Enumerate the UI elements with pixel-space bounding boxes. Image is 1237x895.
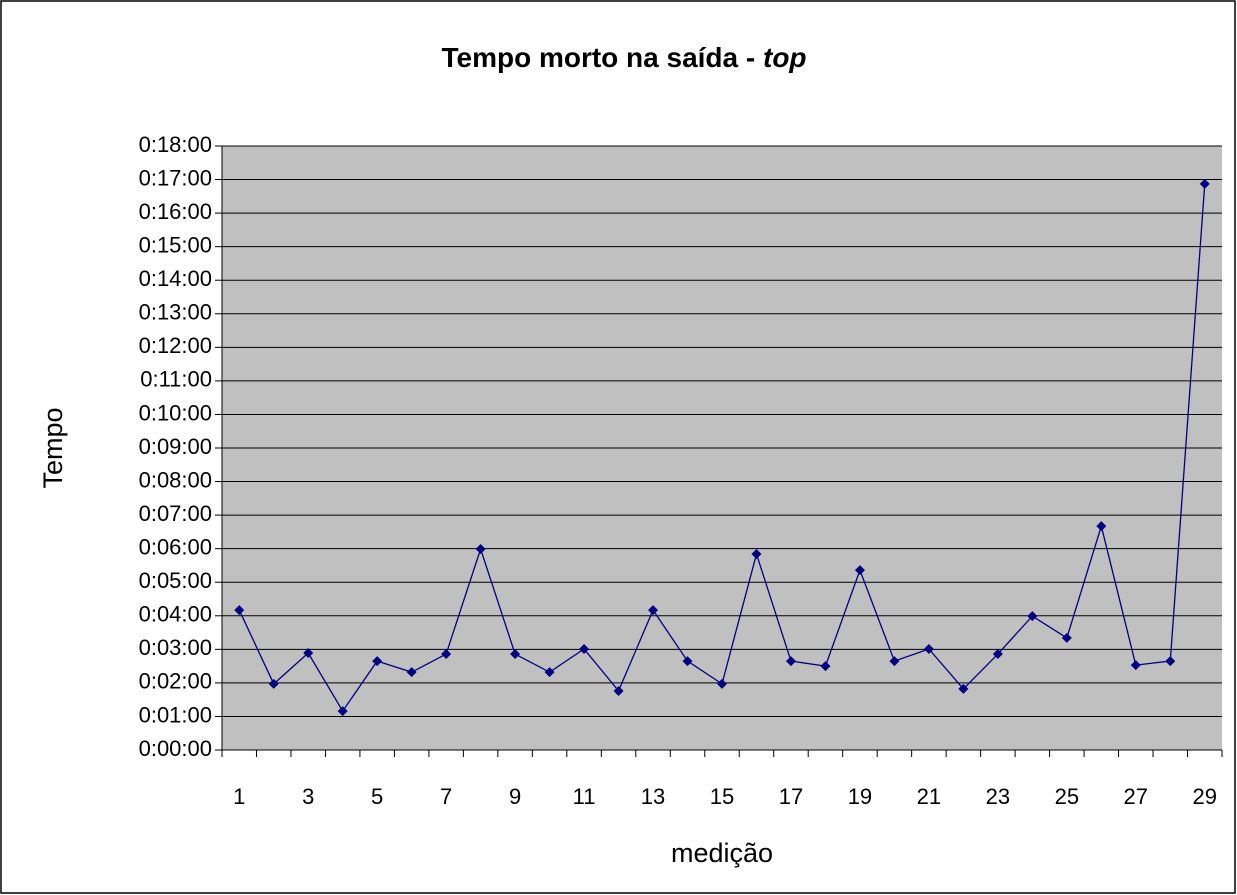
y-tick-label: 0:05:00 xyxy=(139,568,212,593)
data-point xyxy=(992,649,1003,660)
x-tick-label: 29 xyxy=(1193,784,1217,809)
data-point xyxy=(579,643,590,654)
data-point xyxy=(1096,521,1107,532)
data-point xyxy=(958,683,969,694)
y-tick-label: 0:14:00 xyxy=(139,266,212,291)
data-point xyxy=(854,565,865,576)
y-tick-label: 0:12:00 xyxy=(139,333,212,358)
y-axis-label: Tempo xyxy=(38,407,68,488)
y-tick-label: 0:15:00 xyxy=(139,232,212,257)
data-point xyxy=(751,549,762,560)
y-tick-label: 0:00:00 xyxy=(139,736,212,761)
data-point xyxy=(1027,611,1038,622)
x-tick-label: 5 xyxy=(371,784,383,809)
x-tick-label: 7 xyxy=(440,784,452,809)
data-point xyxy=(303,648,314,659)
x-axis-label: medição xyxy=(671,838,773,868)
x-tick-label: 23 xyxy=(986,784,1010,809)
data-point xyxy=(372,656,383,667)
data-point xyxy=(820,661,831,672)
chart-title: Tempo morto na saída - top xyxy=(441,42,806,73)
y-tick-label: 0:07:00 xyxy=(139,501,212,526)
data-point xyxy=(1130,660,1141,671)
data-point xyxy=(682,656,693,667)
x-tick-label: 21 xyxy=(917,784,941,809)
data-point xyxy=(889,656,900,667)
x-tick-label: 3 xyxy=(302,784,314,809)
data-point xyxy=(1199,178,1210,189)
data-point xyxy=(717,678,727,689)
y-tick-label: 0:04:00 xyxy=(139,602,212,627)
x-tick-label: 13 xyxy=(641,784,665,809)
data-point xyxy=(475,544,486,555)
y-tick-label: 0:11:00 xyxy=(140,367,212,392)
y-tick-label: 0:01:00 xyxy=(139,702,212,727)
y-tick-label: 0:17:00 xyxy=(139,165,212,190)
data-point xyxy=(613,685,624,696)
data-point xyxy=(1061,632,1072,643)
data-point xyxy=(785,656,796,667)
x-tick-label: 9 xyxy=(509,784,521,809)
data-point xyxy=(923,643,934,654)
data-point xyxy=(406,667,417,678)
title-italic: top xyxy=(763,42,807,73)
data-point xyxy=(268,678,279,689)
data-point xyxy=(441,649,452,660)
y-tick-label: 0:09:00 xyxy=(139,434,212,459)
x-tick-label: 1 xyxy=(233,784,245,809)
data-point xyxy=(337,706,348,717)
data-point xyxy=(648,605,659,616)
y-tick-label: 0:13:00 xyxy=(139,300,212,325)
y-tick-label: 0:03:00 xyxy=(139,635,212,660)
x-tick-label: 27 xyxy=(1124,784,1148,809)
x-tick-label: 17 xyxy=(779,784,803,809)
y-tick-label: 0:16:00 xyxy=(139,199,212,224)
x-tick-label: 15 xyxy=(710,784,734,809)
y-tick-label: 0:02:00 xyxy=(139,669,212,694)
data-point xyxy=(1165,656,1176,667)
y-tick-label: 0:10:00 xyxy=(139,400,212,425)
x-tick-label: 11 xyxy=(573,784,596,809)
data-point xyxy=(510,649,521,660)
data-point xyxy=(544,667,555,678)
title-main: Tempo morto na saída - xyxy=(441,42,763,73)
y-tick-label: 0:06:00 xyxy=(139,534,212,559)
x-tick-label: 19 xyxy=(848,784,872,809)
data-point xyxy=(234,605,245,616)
y-tick-label: 0:08:00 xyxy=(139,467,212,492)
x-tick-label: 25 xyxy=(1055,784,1079,809)
y-tick-label: 0:18:00 xyxy=(139,132,212,157)
